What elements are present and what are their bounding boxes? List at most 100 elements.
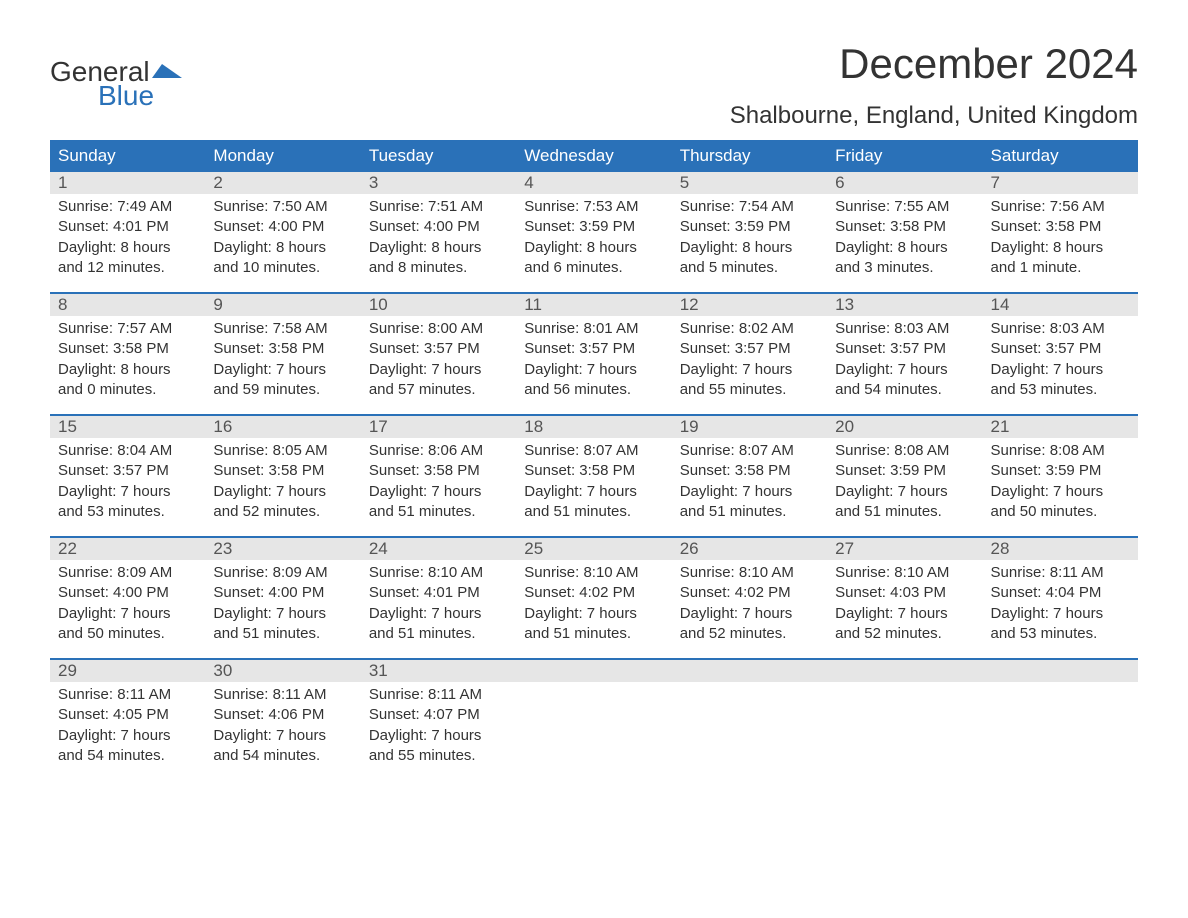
day-cell: Sunrise: 8:01 AMSunset: 3:57 PMDaylight:…: [516, 316, 671, 400]
day-number: [983, 660, 1138, 682]
sunset-text: Sunset: 3:57 PM: [369, 339, 508, 359]
sunset-text: Sunset: 3:58 PM: [369, 461, 508, 481]
daylight-line2: and 50 minutes.: [991, 502, 1130, 522]
sunrise-text: Sunrise: 8:07 AM: [680, 441, 819, 461]
daylight-line2: and 51 minutes.: [524, 502, 663, 522]
daylight-line2: and 53 minutes.: [991, 624, 1130, 644]
sunset-text: Sunset: 4:01 PM: [369, 583, 508, 603]
daylight-line1: Daylight: 7 hours: [213, 726, 352, 746]
daynum-row: 1234567: [50, 172, 1138, 194]
sunset-text: Sunset: 3:57 PM: [58, 461, 197, 481]
day-cell: Sunrise: 7:57 AMSunset: 3:58 PMDaylight:…: [50, 316, 205, 400]
sunrise-text: Sunrise: 8:03 AM: [835, 319, 974, 339]
sunrise-text: Sunrise: 7:50 AM: [213, 197, 352, 217]
sunrise-text: Sunrise: 7:54 AM: [680, 197, 819, 217]
daylight-line1: Daylight: 7 hours: [369, 482, 508, 502]
day-number: 17: [361, 416, 516, 438]
sunset-text: Sunset: 3:57 PM: [991, 339, 1130, 359]
day-number: 3: [361, 172, 516, 194]
sunrise-text: Sunrise: 8:09 AM: [213, 563, 352, 583]
day-number: 18: [516, 416, 671, 438]
sunrise-text: Sunrise: 7:58 AM: [213, 319, 352, 339]
daylight-line1: Daylight: 7 hours: [524, 604, 663, 624]
sunrise-text: Sunrise: 8:07 AM: [524, 441, 663, 461]
day-number: [516, 660, 671, 682]
sunset-text: Sunset: 4:07 PM: [369, 705, 508, 725]
week-content-row: Sunrise: 7:49 AMSunset: 4:01 PMDaylight:…: [50, 194, 1138, 278]
daylight-line2: and 6 minutes.: [524, 258, 663, 278]
sunrise-text: Sunrise: 8:06 AM: [369, 441, 508, 461]
day-cell: Sunrise: 7:50 AMSunset: 4:00 PMDaylight:…: [205, 194, 360, 278]
daylight-line1: Daylight: 8 hours: [991, 238, 1130, 258]
sunrise-text: Sunrise: 8:11 AM: [58, 685, 197, 705]
daylight-line1: Daylight: 7 hours: [680, 482, 819, 502]
day-cell: Sunrise: 8:08 AMSunset: 3:59 PMDaylight:…: [983, 438, 1138, 522]
daylight-line2: and 51 minutes.: [524, 624, 663, 644]
sunset-text: Sunset: 4:00 PM: [213, 217, 352, 237]
day-cell: Sunrise: 7:54 AMSunset: 3:59 PMDaylight:…: [672, 194, 827, 278]
daylight-line2: and 10 minutes.: [213, 258, 352, 278]
daylight-line2: and 51 minutes.: [835, 502, 974, 522]
daylight-line2: and 51 minutes.: [680, 502, 819, 522]
day-number: 25: [516, 538, 671, 560]
sunrise-text: Sunrise: 7:56 AM: [991, 197, 1130, 217]
day-number: 16: [205, 416, 360, 438]
week: 22232425262728Sunrise: 8:09 AMSunset: 4:…: [50, 536, 1138, 644]
daylight-line1: Daylight: 7 hours: [991, 482, 1130, 502]
sunrise-text: Sunrise: 7:51 AM: [369, 197, 508, 217]
day-number: 24: [361, 538, 516, 560]
daylight-line2: and 1 minute.: [991, 258, 1130, 278]
day-number: 7: [983, 172, 1138, 194]
daylight-line2: and 54 minutes.: [58, 746, 197, 766]
daylight-line2: and 51 minutes.: [369, 502, 508, 522]
header: General Blue December 2024 Shalbourne, E…: [50, 40, 1138, 130]
dayheader-monday: Monday: [205, 140, 360, 172]
day-number: 6: [827, 172, 982, 194]
daylight-line1: Daylight: 7 hours: [835, 482, 974, 502]
day-cell: Sunrise: 8:08 AMSunset: 3:59 PMDaylight:…: [827, 438, 982, 522]
logo-word2: Blue: [50, 82, 182, 110]
day-cell: [672, 682, 827, 766]
day-cell: Sunrise: 8:02 AMSunset: 3:57 PMDaylight:…: [672, 316, 827, 400]
sunset-text: Sunset: 3:57 PM: [680, 339, 819, 359]
sunset-text: Sunset: 4:05 PM: [58, 705, 197, 725]
daylight-line2: and 51 minutes.: [369, 624, 508, 644]
daylight-line2: and 53 minutes.: [58, 502, 197, 522]
daylight-line1: Daylight: 7 hours: [213, 482, 352, 502]
day-number: 31: [361, 660, 516, 682]
day-cell: [516, 682, 671, 766]
day-cell: Sunrise: 8:11 AMSunset: 4:05 PMDaylight:…: [50, 682, 205, 766]
daynum-row: 891011121314: [50, 294, 1138, 316]
day-cell: Sunrise: 7:53 AMSunset: 3:59 PMDaylight:…: [516, 194, 671, 278]
dayheader-saturday: Saturday: [983, 140, 1138, 172]
day-cell: Sunrise: 8:03 AMSunset: 3:57 PMDaylight:…: [827, 316, 982, 400]
day-cell: Sunrise: 8:05 AMSunset: 3:58 PMDaylight:…: [205, 438, 360, 522]
day-cell: Sunrise: 8:07 AMSunset: 3:58 PMDaylight:…: [516, 438, 671, 522]
sunrise-text: Sunrise: 8:10 AM: [680, 563, 819, 583]
day-cell: Sunrise: 8:03 AMSunset: 3:57 PMDaylight:…: [983, 316, 1138, 400]
sunrise-text: Sunrise: 8:00 AM: [369, 319, 508, 339]
daylight-line2: and 55 minutes.: [369, 746, 508, 766]
day-cell: Sunrise: 8:09 AMSunset: 4:00 PMDaylight:…: [205, 560, 360, 644]
sunrise-text: Sunrise: 8:02 AM: [680, 319, 819, 339]
daylight-line2: and 59 minutes.: [213, 380, 352, 400]
sunrise-text: Sunrise: 7:55 AM: [835, 197, 974, 217]
daylight-line1: Daylight: 7 hours: [369, 360, 508, 380]
sunset-text: Sunset: 4:00 PM: [58, 583, 197, 603]
day-cell: Sunrise: 8:10 AMSunset: 4:03 PMDaylight:…: [827, 560, 982, 644]
daylight-line1: Daylight: 7 hours: [680, 604, 819, 624]
day-number: 26: [672, 538, 827, 560]
location: Shalbourne, England, United Kingdom: [730, 102, 1138, 130]
day-number: 10: [361, 294, 516, 316]
daynum-row: 22232425262728: [50, 538, 1138, 560]
sunset-text: Sunset: 3:59 PM: [991, 461, 1130, 481]
daynum-row: 293031: [50, 660, 1138, 682]
day-number: 8: [50, 294, 205, 316]
sunset-text: Sunset: 4:01 PM: [58, 217, 197, 237]
daylight-line1: Daylight: 7 hours: [991, 604, 1130, 624]
sunset-text: Sunset: 4:06 PM: [213, 705, 352, 725]
day-number: 4: [516, 172, 671, 194]
daylight-line2: and 0 minutes.: [58, 380, 197, 400]
sunset-text: Sunset: 3:57 PM: [835, 339, 974, 359]
day-cell: Sunrise: 8:11 AMSunset: 4:06 PMDaylight:…: [205, 682, 360, 766]
